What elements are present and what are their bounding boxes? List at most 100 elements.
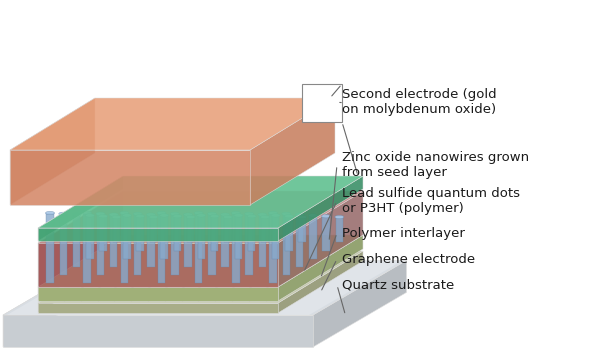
Ellipse shape: [170, 212, 179, 216]
Bar: [73, 215, 80, 267]
Polygon shape: [38, 235, 363, 287]
Ellipse shape: [149, 215, 158, 219]
Bar: [296, 215, 303, 267]
Polygon shape: [10, 98, 335, 150]
Polygon shape: [250, 98, 335, 205]
Polygon shape: [313, 260, 406, 347]
Ellipse shape: [298, 215, 307, 219]
Ellipse shape: [173, 215, 182, 218]
Polygon shape: [38, 303, 278, 313]
Ellipse shape: [308, 214, 317, 217]
Ellipse shape: [160, 214, 169, 217]
Bar: [285, 216, 293, 251]
Bar: [208, 214, 215, 275]
Polygon shape: [7, 260, 403, 315]
Bar: [99, 216, 107, 251]
Polygon shape: [278, 251, 363, 313]
Ellipse shape: [136, 215, 145, 218]
Ellipse shape: [208, 212, 217, 216]
Bar: [309, 215, 317, 259]
Bar: [113, 217, 120, 242]
Polygon shape: [38, 228, 278, 241]
Bar: [160, 215, 168, 259]
Bar: [197, 215, 205, 259]
Text: Second electrode (gold
on molybdenum oxide): Second electrode (gold on molybdenum oxi…: [342, 88, 497, 116]
Bar: [136, 216, 144, 251]
Ellipse shape: [258, 213, 267, 216]
Bar: [97, 214, 104, 275]
Bar: [110, 215, 118, 267]
Bar: [235, 215, 242, 259]
Ellipse shape: [223, 215, 232, 219]
Bar: [150, 217, 157, 242]
Ellipse shape: [260, 215, 269, 219]
Ellipse shape: [234, 214, 243, 217]
Bar: [259, 215, 266, 267]
Ellipse shape: [335, 215, 344, 219]
Bar: [134, 214, 142, 275]
Polygon shape: [278, 235, 363, 301]
Bar: [298, 217, 306, 242]
Ellipse shape: [157, 211, 166, 215]
Bar: [46, 213, 54, 283]
Ellipse shape: [133, 212, 142, 216]
Bar: [123, 215, 131, 259]
Polygon shape: [3, 260, 406, 315]
Ellipse shape: [96, 212, 105, 216]
Ellipse shape: [284, 215, 293, 218]
Ellipse shape: [109, 213, 118, 216]
Ellipse shape: [271, 214, 280, 217]
Bar: [187, 217, 194, 242]
Polygon shape: [10, 150, 250, 205]
Ellipse shape: [186, 215, 195, 219]
Polygon shape: [38, 191, 123, 287]
Ellipse shape: [83, 211, 92, 215]
Polygon shape: [278, 176, 363, 241]
Bar: [283, 214, 290, 275]
Bar: [158, 213, 165, 283]
Ellipse shape: [72, 213, 81, 216]
Polygon shape: [38, 287, 278, 301]
Ellipse shape: [322, 215, 331, 218]
Bar: [269, 213, 277, 283]
Bar: [59, 214, 67, 275]
Ellipse shape: [46, 211, 55, 215]
Polygon shape: [38, 176, 123, 241]
Ellipse shape: [184, 213, 193, 216]
Ellipse shape: [221, 213, 230, 216]
Ellipse shape: [247, 215, 256, 218]
Text: Graphene electrode: Graphene electrode: [342, 252, 475, 266]
Bar: [302, 84, 342, 122]
Bar: [272, 215, 280, 259]
Ellipse shape: [59, 212, 68, 216]
Ellipse shape: [122, 214, 131, 217]
Ellipse shape: [282, 212, 291, 216]
Bar: [261, 217, 269, 242]
Bar: [322, 216, 330, 251]
Text: Quartz substrate: Quartz substrate: [342, 278, 454, 292]
Polygon shape: [38, 251, 123, 313]
Bar: [224, 217, 232, 242]
Text: Zinc oxide nanowires grown
from seed layer: Zinc oxide nanowires grown from seed lay…: [342, 151, 529, 179]
Polygon shape: [3, 260, 97, 347]
Bar: [83, 213, 91, 283]
Bar: [221, 215, 229, 267]
Bar: [195, 213, 202, 283]
Ellipse shape: [268, 211, 277, 215]
Polygon shape: [38, 243, 278, 287]
Bar: [147, 215, 155, 267]
Ellipse shape: [146, 213, 155, 216]
Ellipse shape: [85, 214, 94, 217]
Polygon shape: [38, 235, 123, 301]
Bar: [173, 216, 181, 251]
Bar: [184, 215, 192, 267]
Ellipse shape: [194, 211, 203, 215]
Ellipse shape: [210, 215, 219, 218]
Polygon shape: [38, 191, 363, 243]
Bar: [211, 216, 218, 251]
Polygon shape: [10, 98, 95, 205]
Ellipse shape: [245, 212, 254, 216]
Bar: [335, 217, 343, 242]
Polygon shape: [38, 176, 363, 228]
Ellipse shape: [120, 211, 129, 215]
